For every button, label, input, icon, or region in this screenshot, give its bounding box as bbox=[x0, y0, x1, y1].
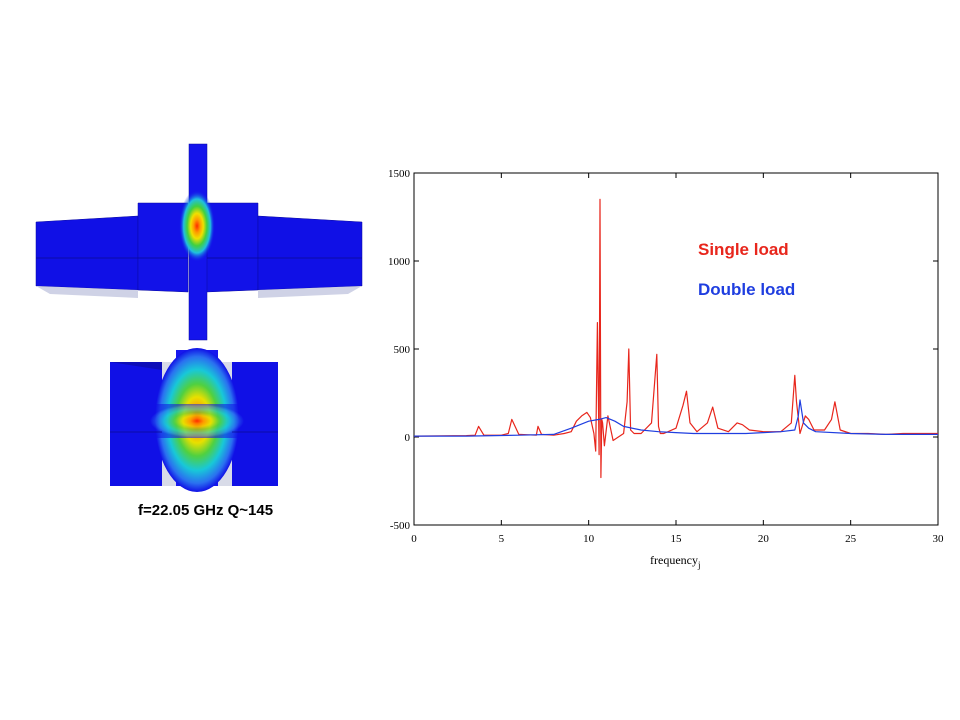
x-tick-label: 25 bbox=[845, 533, 857, 545]
series-line-double-load bbox=[414, 399, 938, 437]
legend-double-load: Double load bbox=[698, 280, 796, 299]
y-tick-label: 1000 bbox=[388, 256, 411, 268]
field-simulation-figure bbox=[35, 143, 363, 492]
y-tick-label: 0 bbox=[405, 432, 411, 444]
x-tick-label: 10 bbox=[583, 533, 595, 545]
series-lines bbox=[413, 198, 938, 479]
top-structure bbox=[35, 143, 363, 341]
simulation-caption: f=22.05 GHz Q~145 bbox=[138, 502, 274, 519]
x-tick-label: 20 bbox=[758, 533, 770, 545]
series-line-single-load bbox=[413, 198, 938, 479]
x-tick-label: 15 bbox=[671, 533, 683, 545]
x-tick-label: 5 bbox=[499, 533, 505, 545]
y-tick-label: 1500 bbox=[388, 168, 411, 180]
bottom-cross-section bbox=[110, 348, 278, 492]
axis-ticks bbox=[413, 172, 939, 526]
x-axis-label: frequencyj bbox=[650, 553, 701, 570]
x-tick-label: 0 bbox=[411, 533, 417, 545]
y-tick-label: 500 bbox=[394, 344, 411, 356]
x-axis-label-text: frequency bbox=[650, 553, 698, 567]
legend-single-load: Single load bbox=[698, 240, 789, 259]
x-tick-label: 30 bbox=[933, 533, 945, 545]
plot-frame bbox=[413, 172, 939, 526]
x-axis-label-subscript: j bbox=[697, 560, 701, 570]
y-tick-label: -500 bbox=[390, 520, 411, 532]
